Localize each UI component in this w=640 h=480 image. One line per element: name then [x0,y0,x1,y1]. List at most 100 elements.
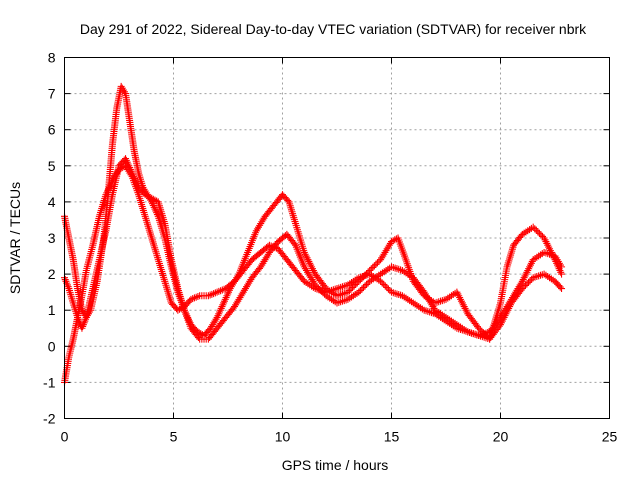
data-point [440,296,448,304]
data-point [344,288,352,296]
series-track-b [61,155,566,343]
grid [64,57,610,419]
x-tick-label: 10 [275,429,291,445]
data-point [397,266,405,274]
data-point [388,288,395,296]
data-point [187,295,195,303]
data-point [458,326,466,334]
data-point [455,325,463,333]
data-point [380,280,388,288]
x-tick-label: 5 [170,429,178,445]
data-point [337,291,345,299]
data-point [331,285,339,293]
data-point [267,242,275,250]
data-series [61,82,566,386]
data-point [429,309,437,317]
data-point [356,287,364,295]
data-point [397,291,405,299]
data-point [383,284,391,292]
data-point [335,298,343,306]
data-point [211,289,219,297]
x-tick-label: 15 [384,429,400,445]
y-tick-label: 0 [48,338,56,354]
data-point [389,263,397,271]
data-point [355,288,363,296]
data-point [194,334,202,342]
data-point [210,290,218,298]
data-point [537,231,545,239]
data-point [532,226,540,234]
data-point [535,229,543,237]
data-point [526,277,534,285]
data-point [338,290,346,298]
data-point [523,280,531,288]
data-point [194,292,202,300]
data-point [367,265,375,273]
y-tick-label: 6 [48,122,56,138]
x-axis-label: GPS time / hours [282,457,389,473]
data-point [529,223,537,231]
y-tick-label: -2 [43,411,56,427]
data-point [189,295,197,303]
data-point [204,292,212,300]
data-point [218,286,226,294]
data-point [190,294,198,302]
data-point [328,286,336,294]
data-point [333,285,341,293]
data-point [469,330,477,338]
x-tick-label: 25 [602,429,618,445]
data-point [361,282,369,290]
data-point [558,270,566,278]
data-point [529,274,537,282]
data-point [338,297,346,305]
data-point [349,284,357,292]
data-point [359,284,367,292]
tick-labels: 0 5 10 15 20 25 -2 -1 0 1 2 3 4 5 6 7 8 [43,50,617,445]
data-point [337,283,345,291]
data-point [466,328,474,336]
data-point [435,298,443,306]
data-point [335,291,343,299]
data-point [335,284,343,292]
data-point [373,259,381,267]
data-point [342,296,350,304]
data-point [265,241,273,249]
data-point [217,287,225,295]
data-point [378,279,386,287]
data-point [556,283,564,291]
data-point [437,297,445,305]
data-point [345,287,353,295]
data-point [372,260,380,268]
y-tick-label: 2 [48,266,56,282]
data-point [192,293,200,301]
data-point [369,263,377,271]
y-axis-label: SDTVAR / TECUs [7,182,23,294]
data-point [290,240,298,248]
data-point [342,282,350,290]
data-point [475,324,483,332]
y-tick-label: 4 [48,194,56,210]
data-point [531,225,539,233]
y-tick-label: 7 [48,86,56,102]
data-point [337,298,345,306]
data-point [363,280,371,288]
y-tick-label: 3 [48,230,56,246]
data-point [471,330,479,338]
data-point [534,228,542,236]
plot-frame [64,57,610,419]
data-point [535,272,543,280]
data-point [208,290,216,298]
data-point [358,285,366,293]
series-track-c [61,162,566,386]
data-point [213,288,221,296]
data-point [558,285,566,293]
data-point [347,285,355,293]
data-point [215,287,223,295]
y-tick-label: 8 [48,50,56,66]
data-point [525,278,533,286]
data-point [393,265,401,273]
data-point [381,282,389,290]
data-point [422,307,430,315]
x-tick-label: 20 [493,429,509,445]
